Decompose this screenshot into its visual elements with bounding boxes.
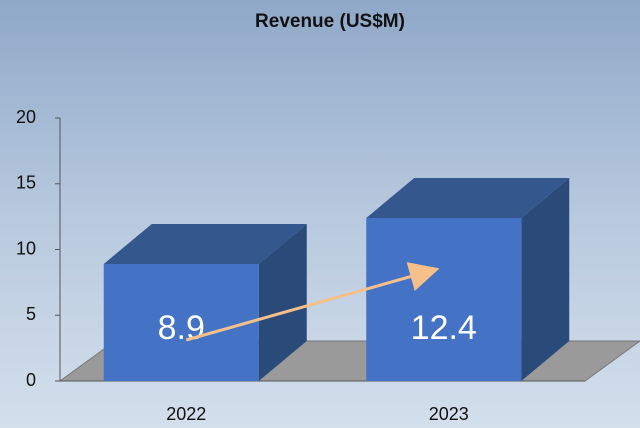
bar [103, 223, 307, 381]
y-tick-label: 10 [16, 238, 36, 258]
bar-face [366, 177, 570, 218]
bar-face [521, 177, 570, 381]
bar-face [366, 217, 522, 381]
chart-title: Revenue (US$M) [255, 11, 405, 32]
x-tick-label: 2023 [429, 404, 469, 424]
y-tick-label: 20 [16, 107, 36, 127]
data-label: 8.9 [158, 309, 205, 347]
y-tick-label: 15 [16, 173, 36, 193]
bar-face [103, 223, 307, 264]
bar-face [258, 223, 307, 381]
bar-face [103, 263, 259, 381]
y-tick-label: 0 [26, 370, 36, 390]
y-tick-label: 5 [26, 304, 36, 324]
trend-arrow [185, 262, 440, 342]
x-tick-label: 2022 [166, 404, 206, 424]
data-label: 12.4 [411, 309, 477, 347]
bar [366, 177, 570, 381]
